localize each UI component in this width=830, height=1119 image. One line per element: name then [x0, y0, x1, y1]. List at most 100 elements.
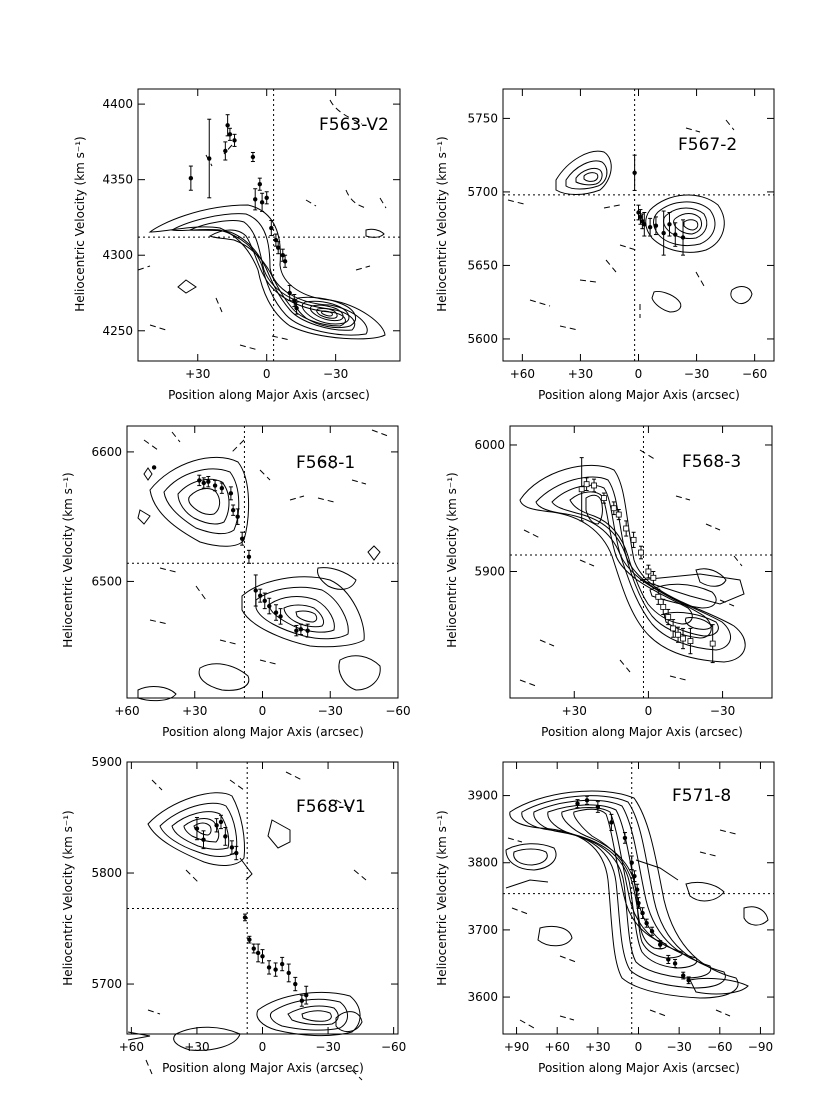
- data-point: [246, 554, 252, 560]
- x-axis-label: Position along Major Axis (arcsec): [538, 1061, 740, 1075]
- y-axis-label: Heliocentric Velocity (km s⁻¹): [435, 136, 449, 312]
- data-point: [653, 223, 659, 228]
- y-tick-label: 5750: [467, 111, 498, 125]
- panel-title: F571-8: [672, 786, 731, 806]
- x-tick-label: −60: [707, 1040, 732, 1054]
- plot-frame: [126, 425, 399, 699]
- data-point: [650, 574, 657, 581]
- data-layer: [503, 762, 774, 1034]
- data-point: [230, 507, 236, 513]
- data-point: [273, 967, 278, 972]
- plot-frame: [137, 88, 401, 362]
- data-point: [661, 230, 666, 236]
- data-point: [623, 525, 630, 532]
- y-tick-label: 5900: [91, 755, 122, 769]
- data-point: [255, 950, 261, 956]
- y-tick-label: 5650: [467, 258, 498, 272]
- data-point: [632, 170, 637, 176]
- x-axis-label: Position along Major Axis (arcsec): [162, 725, 364, 739]
- data-point: [680, 235, 686, 240]
- data-point: [212, 483, 218, 488]
- data-point: [278, 614, 283, 619]
- x-tick-label: +60: [114, 704, 139, 718]
- data-point: [262, 598, 267, 604]
- x-tick-label: 0: [259, 1040, 267, 1054]
- x-tick-label: 0: [645, 704, 653, 718]
- data-point: [286, 970, 291, 976]
- x-tick-label: +60: [545, 1040, 570, 1054]
- x-tick-label: −30: [710, 704, 735, 718]
- y-tick-label: 5600: [467, 332, 498, 346]
- data-point: [235, 514, 240, 519]
- x-tick-label: +60: [510, 367, 535, 381]
- data-layer: [138, 89, 400, 361]
- data-point: [680, 635, 686, 642]
- data-point: [234, 850, 239, 856]
- data-point: [232, 138, 237, 143]
- data-point: [638, 214, 643, 220]
- data-point: [675, 631, 681, 638]
- x-tick-label: −60: [381, 1040, 406, 1054]
- data-point: [665, 614, 672, 620]
- data-point: [275, 245, 281, 250]
- data-point: [636, 900, 641, 906]
- data-point: [229, 845, 235, 850]
- data-layer: [510, 426, 772, 698]
- data-point: [223, 148, 228, 154]
- y-tick-label: 6600: [91, 445, 122, 459]
- panel-title: F568-3: [682, 452, 741, 472]
- data-point: [667, 222, 672, 227]
- data-point: [225, 123, 230, 128]
- x-tick-label: 0: [263, 367, 271, 381]
- x-tick-label: +90: [504, 1040, 529, 1054]
- data-point: [228, 491, 234, 496]
- x-tick-label: +30: [568, 367, 593, 381]
- data-layer: [127, 762, 398, 1034]
- data-point: [257, 182, 263, 187]
- y-tick-label: 4300: [102, 248, 133, 262]
- y-tick-label: 4250: [102, 324, 133, 338]
- data-point: [622, 835, 628, 841]
- y-tick-label: 5800: [91, 866, 122, 880]
- data-point: [242, 915, 248, 920]
- x-axis-label: Position along Major Axis (arcsec): [168, 388, 370, 402]
- panel-title: F568-V1: [296, 797, 366, 817]
- data-point: [666, 957, 671, 962]
- data-point: [673, 232, 678, 237]
- data-point: [151, 465, 157, 470]
- data-point: [247, 937, 252, 942]
- panel-f568-v1: F568-V1 Heliocentric Velocity (km s⁻¹) P…: [61, 755, 406, 1081]
- y-axis-label: Heliocentric Velocity (km s⁻¹): [61, 472, 75, 648]
- panel-title: F567-2: [678, 135, 737, 155]
- data-point: [260, 954, 265, 959]
- data-point: [264, 195, 269, 200]
- data-point: [686, 978, 691, 983]
- x-tick-label: −30: [315, 1040, 340, 1054]
- x-axis-label: Position along Major Axis (arcsec): [162, 1061, 364, 1075]
- data-point: [194, 826, 200, 831]
- data-point: [687, 638, 694, 644]
- x-tick-label: −60: [742, 367, 767, 381]
- data-point: [201, 480, 206, 486]
- contours: [137, 429, 389, 702]
- y-tick-label: 6000: [474, 438, 505, 452]
- y-axis-label: Heliocentric Velocity (km s⁻¹): [445, 472, 459, 648]
- y-tick-label: 3600: [467, 990, 498, 1004]
- data-point: [206, 479, 211, 484]
- data-point: [645, 568, 652, 575]
- data-point: [259, 200, 265, 205]
- data-point: [610, 505, 617, 512]
- x-tick-label: +30: [185, 367, 210, 381]
- data-point: [258, 593, 263, 598]
- x-tick-label: −30: [318, 704, 343, 718]
- x-tick-label: 0: [635, 1040, 643, 1054]
- y-tick-label: 5700: [467, 185, 498, 199]
- x-tick-label: +30: [562, 704, 587, 718]
- x-axis-label: Position along Major Axis (arcsec): [541, 725, 743, 739]
- data-point: [615, 511, 622, 518]
- data-point: [709, 640, 716, 647]
- x-tick-label: +30: [184, 1040, 209, 1054]
- data-point: [657, 942, 663, 947]
- data-point: [591, 482, 597, 489]
